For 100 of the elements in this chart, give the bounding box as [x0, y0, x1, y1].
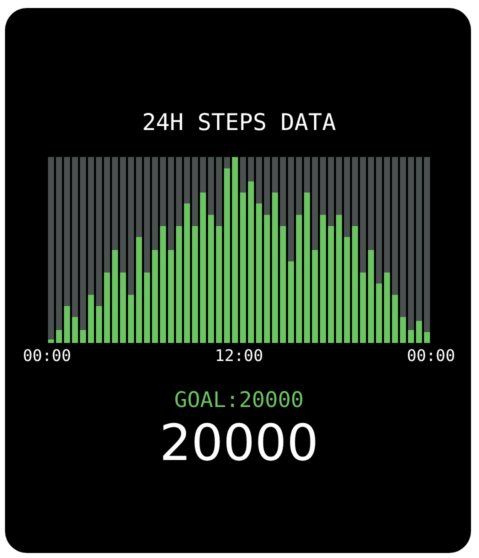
bar [240, 192, 246, 343]
bar [256, 157, 262, 204]
bar [216, 157, 222, 226]
bar [352, 226, 358, 343]
bar [368, 157, 374, 250]
bar [120, 157, 126, 272]
bar [88, 157, 94, 295]
bar [56, 330, 62, 343]
bar [376, 157, 382, 284]
bar [264, 214, 270, 343]
bar [200, 192, 206, 343]
text: GOAL:20000 [174, 388, 304, 413]
bar [112, 250, 118, 343]
bar [408, 330, 414, 343]
bar [360, 157, 366, 272]
bar [304, 157, 310, 192]
bar [224, 157, 230, 168]
bar [80, 157, 86, 330]
bar [192, 157, 198, 226]
bar [64, 306, 70, 343]
x-tick-label: 00:00 [22, 346, 72, 365]
bar [216, 226, 222, 343]
bar [424, 157, 430, 332]
x-tick-label: 12:00 [214, 346, 264, 365]
bar [400, 316, 406, 343]
bar [288, 261, 294, 343]
bar [232, 157, 238, 343]
bar [72, 157, 78, 317]
bar [376, 283, 382, 343]
bar [96, 306, 102, 343]
bar [424, 332, 430, 343]
bar [312, 157, 318, 250]
bar [168, 157, 174, 250]
bar [192, 226, 198, 343]
bar [384, 272, 390, 343]
chart-title: 24H STEPS DATA [142, 110, 336, 136]
bar [128, 294, 134, 343]
bar [392, 294, 398, 343]
bar [320, 157, 326, 215]
bar [152, 250, 158, 343]
bar [56, 157, 62, 330]
bar [80, 330, 86, 343]
bar [104, 272, 110, 343]
bar [320, 214, 326, 343]
bar [416, 320, 422, 343]
bar [344, 157, 350, 237]
bar [304, 192, 310, 343]
x-tick-label: 00:00 [406, 346, 456, 365]
bar [256, 204, 262, 343]
bar [64, 157, 70, 306]
bar [144, 272, 150, 343]
bar [152, 157, 158, 250]
text: 20000 [159, 414, 319, 472]
bar [400, 157, 406, 317]
bar [200, 157, 206, 192]
bar [168, 250, 174, 343]
bar [296, 214, 302, 343]
bar [176, 226, 182, 343]
bar [136, 157, 142, 237]
bar [264, 157, 270, 215]
bar [224, 168, 230, 343]
bar [160, 226, 166, 343]
bar [368, 250, 374, 343]
bar [360, 272, 366, 343]
bar [280, 157, 286, 226]
bar [280, 226, 286, 343]
bar [48, 157, 54, 340]
bar [136, 236, 142, 343]
bar [328, 226, 334, 343]
bar [96, 157, 102, 306]
bar [392, 157, 398, 295]
bar [296, 157, 302, 215]
bar [312, 250, 318, 343]
bar [128, 157, 134, 295]
bar [336, 214, 342, 343]
bar [416, 157, 422, 321]
bar [248, 181, 254, 343]
bar [328, 157, 334, 226]
bar [384, 157, 390, 272]
bar [272, 157, 278, 192]
bar [408, 157, 414, 330]
bar [240, 157, 246, 192]
bar [352, 157, 358, 226]
bar [72, 316, 78, 343]
bar [336, 157, 342, 215]
bar [112, 157, 118, 250]
bar [176, 157, 182, 226]
bar [272, 192, 278, 343]
bar [208, 214, 214, 343]
bar [184, 157, 190, 204]
bar [160, 157, 166, 226]
bar [48, 339, 54, 343]
bar [120, 272, 126, 343]
bar [184, 204, 190, 343]
bar [344, 236, 350, 343]
bar [104, 157, 110, 272]
bar [208, 157, 214, 215]
bar [288, 157, 294, 262]
bar [144, 157, 150, 272]
bar [248, 157, 254, 182]
